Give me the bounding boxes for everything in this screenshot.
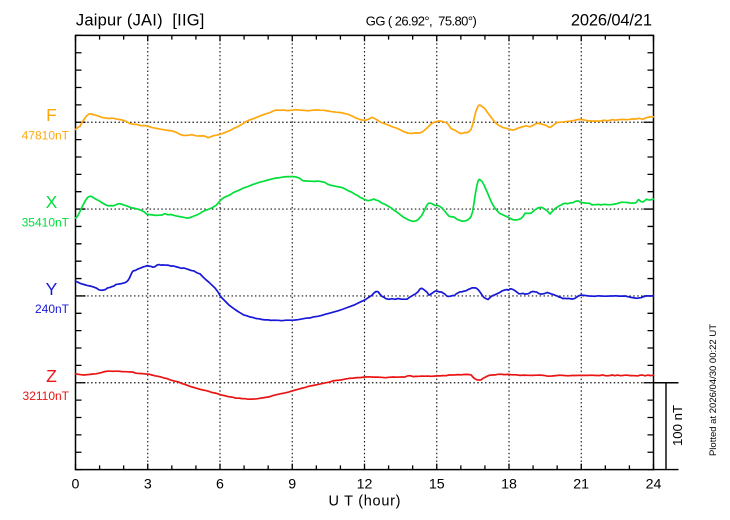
svg-text:21: 21 xyxy=(573,477,589,493)
svg-text:47810nT: 47810nT xyxy=(22,128,70,142)
svg-text:9: 9 xyxy=(288,477,296,493)
svg-text:Z: Z xyxy=(46,366,57,386)
svg-text:2026/04/21: 2026/04/21 xyxy=(571,12,652,30)
svg-text:12: 12 xyxy=(357,477,373,493)
svg-text:3: 3 xyxy=(144,477,152,493)
svg-text:32110nT: 32110nT xyxy=(23,389,70,403)
svg-text:U T (hour): U T (hour) xyxy=(329,494,401,510)
svg-text:Y: Y xyxy=(46,279,58,299)
svg-text:6: 6 xyxy=(216,477,224,493)
svg-text:Jaipur (JAI) [IIG]: Jaipur (JAI) [IIG] xyxy=(76,11,205,29)
svg-text:F: F xyxy=(46,105,57,125)
svg-text:100 nT: 100 nT xyxy=(670,405,685,446)
svg-text:35410nT: 35410nT xyxy=(22,215,70,229)
svg-text:X: X xyxy=(46,192,58,212)
svg-text:GG ( 26.92°, 75.80°): GG ( 26.92°, 75.80°) xyxy=(366,14,477,29)
svg-text:Plotted at 2026/04/30 00:22 UT: Plotted at 2026/04/30 00:22 UT xyxy=(708,324,719,456)
svg-text:240nT: 240nT xyxy=(35,302,70,316)
svg-text:0: 0 xyxy=(72,477,80,493)
svg-text:15: 15 xyxy=(429,477,445,493)
svg-text:18: 18 xyxy=(501,477,517,493)
svg-text:24: 24 xyxy=(646,477,662,493)
